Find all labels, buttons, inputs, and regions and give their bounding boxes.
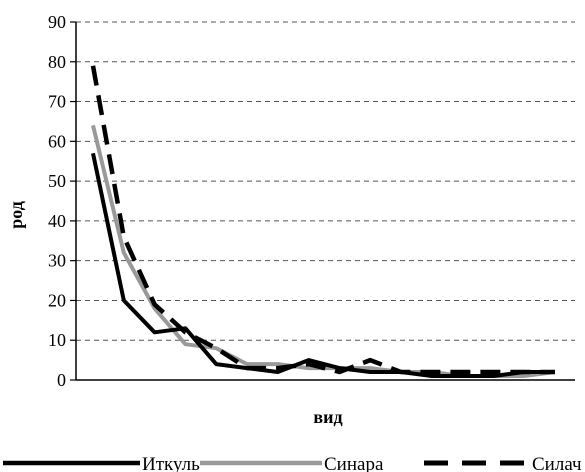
series-line-1 — [91, 152, 555, 378]
y-tick-label: 70 — [48, 92, 66, 112]
legend-label: Синара — [324, 454, 384, 472]
y-tick-label: 90 — [48, 12, 66, 32]
grid-lines — [76, 21, 575, 341]
series-line-2 — [91, 124, 556, 378]
axes — [75, 22, 575, 381]
x-axis-title: вид — [313, 407, 342, 427]
y-tick-label: 40 — [48, 211, 66, 231]
y-tick-label: 80 — [48, 52, 66, 72]
y-tick-label: 20 — [48, 290, 66, 310]
y-tick-label: 60 — [48, 131, 66, 151]
y-tick-label: 50 — [48, 171, 66, 191]
series-line-3 — [90, 65, 555, 375]
legend-label: Силач — [532, 454, 582, 472]
series-lines — [90, 65, 556, 378]
y-tick-label: 0 — [57, 370, 66, 390]
legend-label: Иткуль — [142, 454, 200, 472]
legend: Иткуль Синара Силач — [3, 454, 582, 472]
y-tick-label: 30 — [48, 251, 66, 271]
y-tick-labels: 0 10 20 30 40 50 60 70 80 90 — [48, 12, 76, 390]
y-axis-title: род — [6, 201, 26, 229]
y-tick-label: 10 — [48, 330, 66, 350]
